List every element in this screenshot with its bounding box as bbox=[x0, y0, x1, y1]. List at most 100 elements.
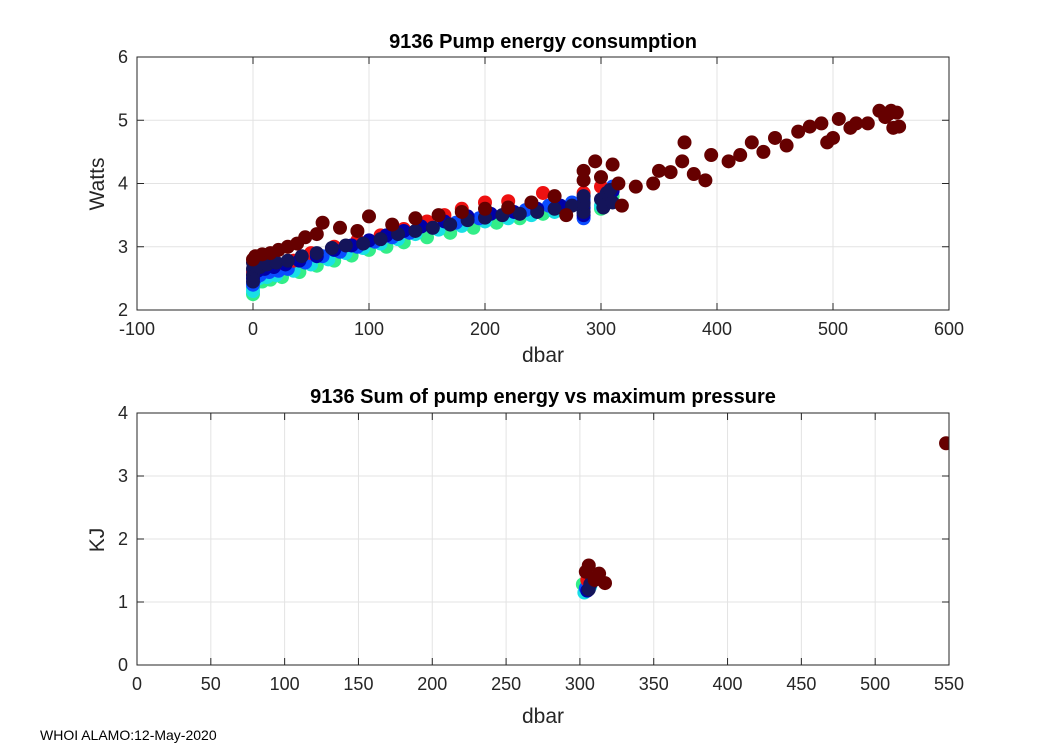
data-point bbox=[849, 116, 864, 131]
data-point bbox=[547, 201, 562, 216]
data-point bbox=[892, 119, 907, 134]
x-tick-label: 300 bbox=[565, 674, 595, 694]
data-point bbox=[611, 176, 626, 191]
data-point bbox=[408, 223, 423, 238]
data-point bbox=[779, 138, 794, 153]
data-point bbox=[408, 211, 423, 226]
y-tick-label: 0 bbox=[118, 655, 128, 675]
x-tick-label: 100 bbox=[354, 319, 384, 339]
x-tick-label: 0 bbox=[248, 319, 258, 339]
data-point bbox=[576, 163, 591, 178]
y-tick-label: 2 bbox=[118, 529, 128, 549]
data-point bbox=[826, 130, 840, 145]
data-point bbox=[454, 204, 469, 219]
y-tick-label: 5 bbox=[118, 110, 128, 130]
data-point bbox=[501, 200, 516, 215]
data-point bbox=[802, 119, 817, 134]
x-tick-label: 150 bbox=[343, 674, 373, 694]
x-tick-label: 400 bbox=[702, 319, 732, 339]
x-tick-label: 300 bbox=[586, 319, 616, 339]
data-point bbox=[385, 217, 400, 232]
data-point bbox=[431, 208, 446, 223]
x-tick-label: 600 bbox=[934, 319, 964, 339]
data-point bbox=[512, 206, 527, 221]
data-point bbox=[425, 220, 440, 235]
data-point bbox=[791, 124, 806, 139]
data-point bbox=[744, 135, 759, 150]
data-point bbox=[536, 185, 550, 200]
data-point bbox=[646, 176, 661, 191]
data-point bbox=[594, 170, 608, 185]
data-point bbox=[309, 227, 324, 242]
marker-layer bbox=[246, 103, 907, 302]
y-tick-label: 4 bbox=[118, 174, 128, 194]
y-tick-label: 6 bbox=[118, 47, 128, 67]
data-point bbox=[889, 105, 904, 120]
data-point bbox=[362, 209, 376, 224]
x-tick-label: 200 bbox=[417, 674, 447, 694]
data-point bbox=[547, 189, 562, 204]
data-point bbox=[315, 215, 330, 230]
data-point bbox=[675, 154, 690, 169]
data-point bbox=[814, 116, 829, 131]
data-point bbox=[686, 167, 701, 182]
x-tick-label: 200 bbox=[470, 319, 500, 339]
marker-layer bbox=[575, 436, 949, 600]
data-point bbox=[704, 148, 719, 163]
data-point bbox=[576, 189, 591, 204]
data-point bbox=[939, 436, 949, 451]
x-tick-label: -100 bbox=[119, 319, 155, 339]
x-tick-label: 500 bbox=[818, 319, 848, 339]
data-point bbox=[860, 116, 875, 131]
data-point bbox=[733, 148, 748, 163]
data-point bbox=[356, 236, 371, 251]
data-point bbox=[831, 111, 846, 126]
data-point bbox=[309, 246, 324, 261]
y-tick-label: 4 bbox=[118, 403, 128, 423]
chart-title: 9136 Sum of pump energy vs maximum press… bbox=[310, 386, 776, 408]
data-point bbox=[756, 144, 771, 159]
data-point bbox=[614, 198, 629, 213]
y-axis-label: KJ bbox=[86, 528, 109, 553]
data-point bbox=[280, 253, 295, 268]
x-tick-label: 500 bbox=[860, 674, 890, 694]
y-tick-label: 2 bbox=[118, 300, 128, 320]
data-point bbox=[298, 230, 313, 245]
data-point bbox=[443, 217, 458, 232]
data-point bbox=[350, 223, 365, 238]
data-point bbox=[294, 249, 309, 264]
pump-energy-chart: 9136 Pump energy consumption dbar Watts … bbox=[86, 31, 964, 367]
x-tick-label: 50 bbox=[201, 674, 221, 694]
x-axis-label: dbar bbox=[522, 344, 564, 367]
data-point bbox=[588, 154, 603, 169]
data-point bbox=[559, 208, 574, 223]
chart-title: 9136 Pump energy consumption bbox=[389, 31, 697, 53]
x-tick-label: 550 bbox=[934, 674, 964, 694]
footer-credit: WHOI ALAMO:12-May-2020 bbox=[40, 727, 217, 743]
data-point bbox=[768, 130, 782, 145]
data-point bbox=[581, 558, 596, 573]
data-point bbox=[677, 135, 692, 150]
x-axis-label: dbar bbox=[522, 705, 564, 727]
data-point bbox=[373, 232, 388, 247]
x-tick-label: 0 bbox=[132, 674, 142, 694]
y-tick-label: 1 bbox=[118, 592, 128, 612]
x-tick-label: 450 bbox=[786, 674, 816, 694]
x-tick-label: 100 bbox=[270, 674, 300, 694]
x-tick-label: 350 bbox=[639, 674, 669, 694]
energy-sum-chart: 9136 Sum of pump energy vs maximum press… bbox=[86, 386, 964, 727]
data-point bbox=[333, 220, 347, 235]
x-tick-label: 250 bbox=[491, 674, 521, 694]
data-point bbox=[721, 154, 736, 169]
y-tick-label: 3 bbox=[118, 237, 128, 257]
figure: 9136 Pump energy consumption dbar Watts … bbox=[86, 31, 964, 727]
y-tick-label: 3 bbox=[118, 466, 128, 486]
data-point bbox=[338, 238, 353, 253]
data-point bbox=[587, 572, 602, 587]
data-point bbox=[652, 163, 666, 178]
data-point bbox=[524, 195, 539, 210]
data-point bbox=[628, 179, 643, 194]
data-point bbox=[698, 173, 713, 188]
data-point bbox=[324, 241, 339, 256]
data-point bbox=[478, 201, 492, 216]
